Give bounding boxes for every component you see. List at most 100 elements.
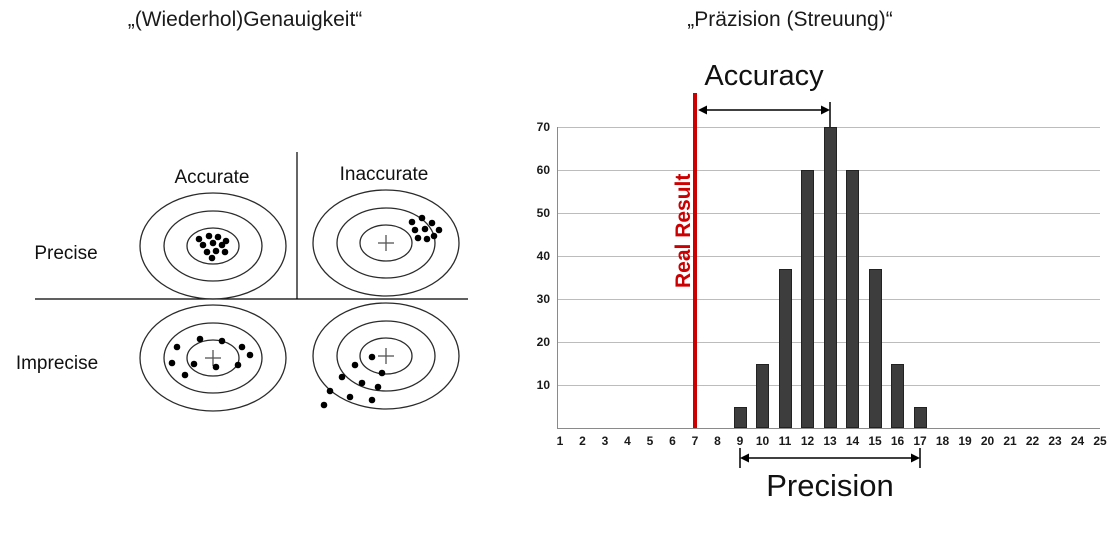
middle-ring (336, 207, 436, 279)
x-tick-label: 20 (980, 434, 995, 448)
bar (778, 268, 792, 428)
bar (823, 127, 837, 428)
bar (756, 363, 769, 428)
y-tick-label: 10 (536, 378, 550, 392)
x-tick-label: 6 (669, 434, 676, 448)
bar (801, 170, 814, 428)
x-tick-label: 25 (1093, 434, 1107, 448)
x-tick-label: 8 (714, 434, 721, 448)
data-point (368, 353, 376, 361)
data-point (214, 233, 222, 241)
middle-ring (163, 322, 263, 394)
x-tick-label: 19 (958, 434, 972, 448)
x-tick-label: 16 (890, 434, 905, 448)
y-axis-line (557, 127, 558, 428)
x-tick-label: 5 (646, 434, 654, 448)
data-point (190, 360, 198, 368)
x-tick-label: 22 (1025, 434, 1040, 448)
y-tick-label: 50 (536, 206, 550, 220)
x-tick-label: 11 (778, 434, 792, 448)
y-tick-label: 60 (536, 163, 550, 177)
accuracy-label: Accuracy (704, 60, 824, 92)
x-tick-label: 4 (624, 434, 631, 448)
x-tick-label: 3 (601, 434, 609, 448)
col-label-accurate: Accurate (175, 167, 250, 188)
target-precise-accurate (139, 192, 287, 300)
target-precise-inaccurate (312, 189, 460, 297)
y-tick-label: 30 (536, 292, 550, 306)
x-tick-label: 10 (755, 434, 770, 448)
target-imprecise-inaccurate (312, 302, 460, 410)
outer-ring (139, 304, 287, 412)
data-point (173, 343, 181, 351)
x-tick-label: 17 (913, 434, 927, 448)
data-point (326, 387, 334, 395)
left-panel-title: „(Wiederhol)Genauigkeit“ (127, 8, 363, 31)
data-point (423, 235, 431, 243)
data-point (418, 214, 426, 222)
data-point (208, 254, 216, 262)
middle-ring (163, 210, 263, 282)
data-point (408, 218, 416, 226)
data-point (435, 226, 443, 234)
inner-ring (359, 337, 413, 375)
data-point (338, 373, 346, 381)
x-tick-label: 12 (800, 434, 815, 448)
x-tick-label: 24 (1070, 434, 1085, 448)
data-point (234, 361, 242, 369)
data-point (351, 361, 359, 369)
bar (868, 268, 882, 428)
x-tick-label: 7 (691, 434, 699, 448)
x-axis-line (557, 428, 1100, 429)
outer-ring (312, 302, 460, 410)
bar (846, 170, 859, 428)
inner-ring (359, 224, 413, 262)
data-point (358, 379, 366, 387)
data-point (374, 383, 382, 391)
y-tick-label: 40 (536, 249, 550, 263)
bar (913, 406, 927, 428)
data-point (199, 241, 207, 249)
outer-ring (312, 189, 460, 297)
data-point (196, 335, 204, 343)
target-imprecise-accurate (139, 304, 287, 412)
data-point (218, 337, 226, 345)
y-tick-label: 70 (536, 120, 550, 134)
data-point (221, 248, 229, 256)
inner-ring (186, 339, 240, 377)
right-panel-title: „Präzision (Streuung)“ (687, 8, 893, 31)
x-tick-label: 21 (1003, 434, 1017, 448)
data-point (203, 248, 211, 256)
data-point (222, 237, 230, 245)
histogram-panel: Accuracy 10 20 30 40 50 60 70 1 2 3 4 5 6 7 8 9 10 11 12 13… (500, 0, 1120, 533)
row-label-precise: Precise (34, 243, 97, 264)
data-point (205, 232, 213, 240)
data-point (411, 226, 419, 234)
data-point (212, 363, 220, 371)
data-point (246, 351, 254, 359)
data-point (209, 239, 217, 247)
x-tick-label: 2 (579, 434, 586, 448)
target-quadrant-diagram: Accurate Inaccurate Precise Imprecise (16, 152, 468, 412)
data-point (181, 371, 189, 379)
y-tick-label: 20 (536, 335, 550, 349)
inner-ring (186, 227, 240, 265)
bar (733, 406, 747, 428)
data-point (414, 234, 422, 242)
outer-ring (139, 192, 287, 300)
x-tick-label: 15 (868, 434, 882, 448)
col-label-inaccurate: Inaccurate (340, 164, 429, 185)
bar-chart: 10 20 30 40 50 60 70 1 2 3 4 5 6 7 8 9 10 11 12 13 14 15 16 17 1… (500, 0, 1120, 533)
data-point (168, 359, 176, 367)
x-tick-label: 1 (556, 434, 564, 448)
data-point (346, 393, 354, 401)
x-tick-label: 13 (823, 434, 837, 448)
row-label-imprecise: Imprecise (16, 353, 98, 374)
data-point (421, 225, 429, 233)
data-point (430, 232, 438, 240)
precision-label: Precision (766, 468, 894, 503)
data-point (378, 369, 386, 377)
x-tick-label: 9 (736, 434, 744, 448)
middle-ring (336, 320, 436, 392)
